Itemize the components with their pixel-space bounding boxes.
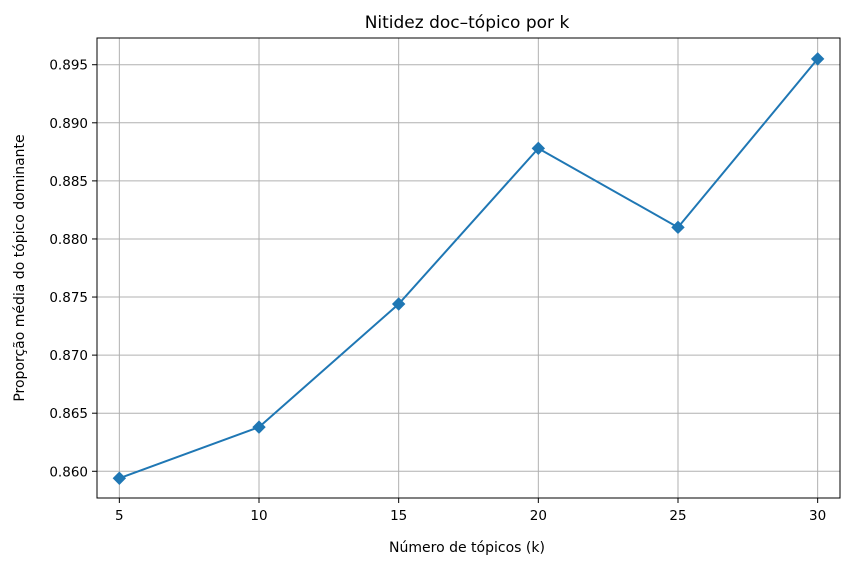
x-tick-label: 15: [390, 508, 407, 524]
x-tick-label: 25: [669, 508, 686, 524]
x-tick-label: 30: [809, 508, 826, 524]
chart-title: Nitidez doc–tópico por k: [365, 13, 570, 33]
y-tick-label: 0.895: [49, 58, 88, 74]
x-tick-label: 10: [250, 508, 267, 524]
plot-frame: [96, 37, 841, 499]
data-point-marker: [810, 52, 825, 66]
y-axis-label: Proporção média do tópico dominante: [12, 134, 28, 401]
data-point-marker: [252, 420, 266, 434]
grid-lines: [97, 38, 840, 498]
data-point-marker: [391, 297, 406, 311]
data-point-marker: [671, 220, 685, 235]
x-axis-label: Número de tópicos (k): [389, 540, 545, 556]
y-tick-label: 0.880: [49, 232, 88, 248]
axis-ticks: 5 10 15 20 25 30 0.860 0.865 0.870 0.875 0.880 0.88…: [49, 58, 826, 524]
series-line: [119, 58, 819, 480]
y-tick-label: 0.890: [49, 116, 88, 132]
y-tick-label: 0.870: [49, 348, 88, 364]
x-tick-label: 20: [530, 508, 547, 524]
y-tick-label: 0.885: [49, 174, 88, 190]
data-point-marker: [531, 141, 546, 156]
x-tick-label: 5: [115, 508, 124, 524]
y-tick-label: 0.875: [49, 290, 88, 306]
y-tick-label: 0.865: [49, 406, 88, 422]
data-series: [112, 52, 825, 485]
y-tick-label: 0.860: [49, 464, 88, 480]
data-point-marker: [112, 471, 127, 485]
